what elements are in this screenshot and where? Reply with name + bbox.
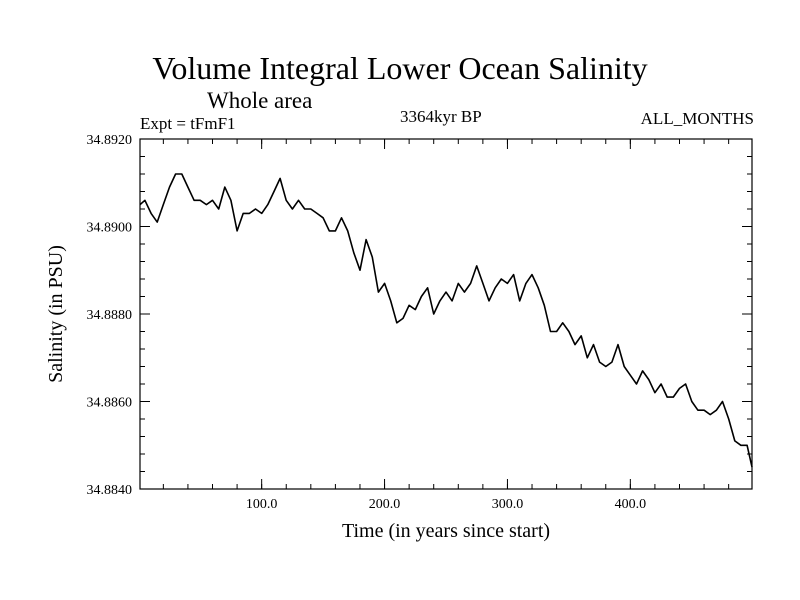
experiment-label: Expt = tFmF1 (140, 114, 236, 133)
y-tick-label: 34.8860 (87, 396, 133, 411)
plot-frame (139, 138, 753, 490)
months-label: ALL_MONTHS (640, 109, 754, 128)
period-label: 3364kyr BP (400, 107, 482, 126)
salinity-series-line (139, 173, 753, 468)
x-axis-label: Time (in years since start) (342, 520, 550, 542)
chart-title: Volume Integral Lower Ocean Salinity (152, 50, 648, 86)
x-tick-label: 400.0 (615, 497, 647, 512)
x-tick-label: 200.0 (369, 497, 401, 512)
y-axis-label: Salinity (in PSU) (45, 245, 67, 383)
chart-subtitle: Whole area (207, 88, 313, 113)
x-tick-label: 100.0 (246, 497, 278, 512)
y-tick-label: 34.8880 (87, 308, 133, 323)
x-tick-label: 300.0 (492, 497, 524, 512)
y-tick-label: 34.8840 (87, 483, 133, 498)
y-tick-label: 34.8900 (87, 221, 133, 236)
y-tick-label: 34.8920 (87, 133, 133, 148)
